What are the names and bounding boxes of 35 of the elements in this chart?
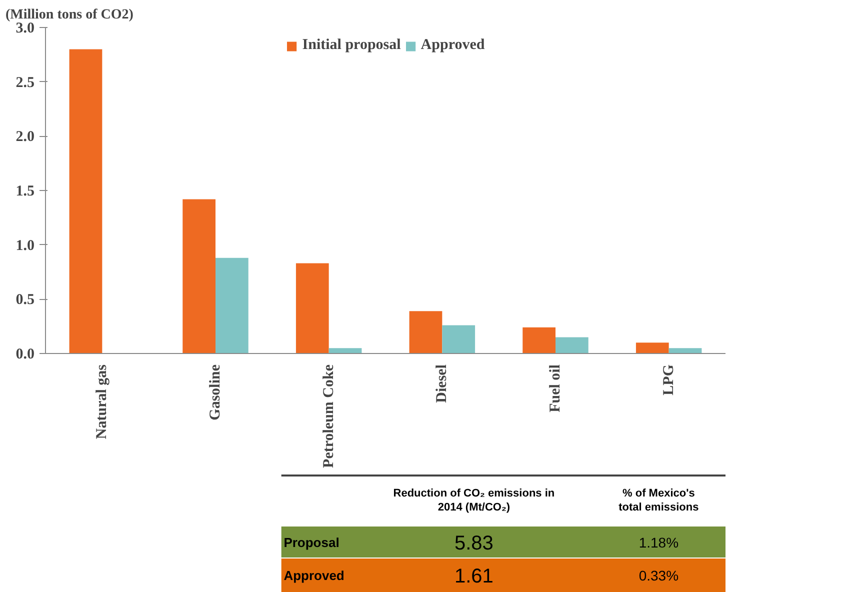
text: Proposal: [284, 535, 340, 550]
bar: [636, 342, 669, 354]
legend-label: Initial proposal: [302, 37, 401, 54]
x-tick-label: Gasoline: [208, 364, 224, 420]
y-tick-label: 2.0: [16, 129, 34, 146]
bar: [69, 49, 102, 354]
bar: [328, 348, 362, 354]
text: 0.33%: [638, 568, 679, 584]
bar: [182, 199, 216, 354]
x-tick-label: Petroleum Coke: [320, 364, 337, 468]
y-tick-label: 1.0: [16, 238, 34, 254]
x-tick-label: Natural gas: [94, 364, 110, 440]
legend-label: Approved: [420, 37, 485, 54]
bar: [668, 348, 702, 354]
bar: [296, 263, 329, 354]
text: % of Mexico's total emissions: [618, 487, 699, 514]
bar: [216, 258, 248, 354]
y-tick-label: 0.5: [16, 292, 34, 308]
bar: [522, 327, 556, 354]
x-tick-label: Fuel oil: [548, 364, 564, 412]
text: 5.83: [454, 532, 494, 554]
x-tick-label: LPG: [660, 364, 677, 396]
text: Reduction of CO₂ emissions in 2014 (Mt/CO₂): [393, 487, 555, 514]
y-axis-title: (Million tons of CO2): [6, 8, 134, 22]
text: 1.61: [454, 566, 494, 588]
y-tick-label: 3.0: [16, 20, 34, 36]
bar: [556, 337, 588, 354]
bar: [409, 311, 442, 354]
text: Approved: [284, 568, 344, 583]
text: 1.18%: [638, 534, 679, 550]
x-tick-label: Diesel: [434, 364, 450, 403]
y-tick-label: 0.0: [16, 346, 34, 362]
y-tick-label: 1.5: [16, 184, 34, 200]
y-tick-label: 2.5: [16, 74, 34, 91]
bar: [442, 325, 476, 354]
